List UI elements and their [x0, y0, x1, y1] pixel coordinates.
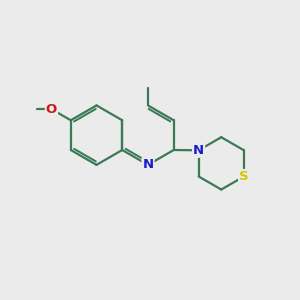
Text: N: N — [193, 144, 204, 157]
Text: N: N — [142, 158, 154, 171]
Text: S: S — [239, 170, 249, 183]
Text: O: O — [46, 103, 57, 116]
